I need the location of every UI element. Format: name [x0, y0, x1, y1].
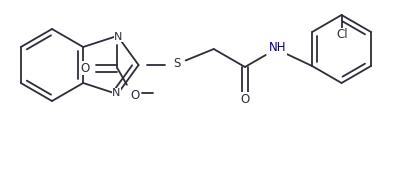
Text: N: N — [112, 88, 120, 98]
Text: NH: NH — [269, 42, 286, 55]
Text: S: S — [173, 58, 180, 71]
Text: Cl: Cl — [336, 29, 347, 42]
Text: O: O — [130, 89, 139, 102]
Text: O: O — [240, 93, 249, 106]
Text: O: O — [81, 62, 90, 75]
Text: N: N — [114, 32, 122, 42]
